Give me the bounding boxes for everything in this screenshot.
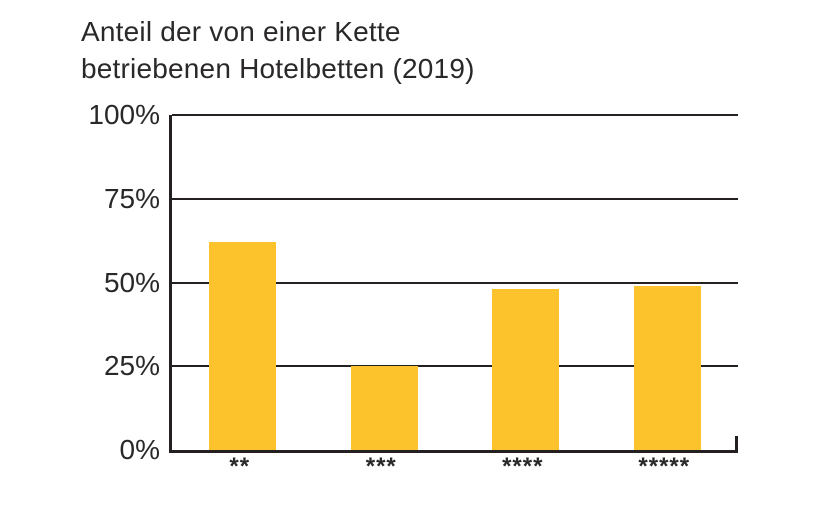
- chart-title-line-1: Anteil der von einer Kette: [81, 16, 401, 47]
- y-tick-label-100: 100%: [88, 99, 160, 130]
- bar-3-stars: [350, 366, 418, 450]
- y-tick-label-25: 25%: [103, 350, 160, 382]
- bar-4-stars: [492, 289, 560, 450]
- x-category-label-3-stars: ***: [365, 453, 397, 480]
- x-axis-end-tick: [735, 436, 738, 450]
- plot-area: [169, 114, 738, 453]
- y-axis-labels: 0% 25% 50% 75% 100%: [0, 99, 160, 465]
- chart-title: Anteil der von einer Kette betriebenen H…: [81, 13, 475, 87]
- gridline-100: [172, 114, 738, 116]
- chart-title-line-2: betriebenen Hotelbetten (2019): [81, 53, 475, 84]
- y-tick-label-75: 75%: [103, 182, 160, 214]
- y-tick-label-0: 0%: [119, 434, 160, 465]
- y-tick-label-50: 50%: [103, 266, 160, 298]
- gridline-50: [172, 281, 738, 284]
- bar-2-stars: [209, 242, 277, 450]
- gridline-25: [172, 365, 738, 368]
- x-category-label-5-stars: *****: [638, 453, 691, 480]
- x-category-label-2-stars: **: [229, 453, 251, 480]
- gridline-75: [172, 197, 738, 200]
- x-category-label-4-stars: ****: [502, 453, 544, 480]
- bar-5-stars: [633, 285, 701, 450]
- x-axis-labels: ** *** **** *****: [169, 453, 735, 487]
